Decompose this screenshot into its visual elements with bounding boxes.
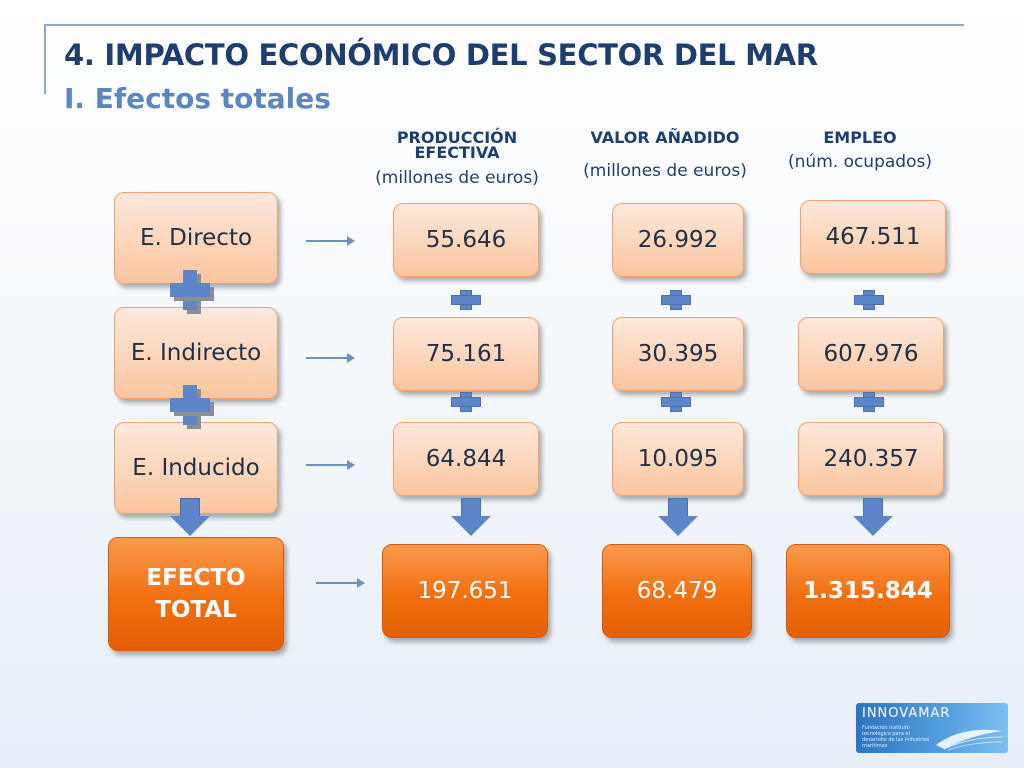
value-cell-directo-valor: 26.992 xyxy=(612,203,744,277)
plus-icon xyxy=(170,270,210,310)
page-title: 4. IMPACTO ECONÓMICO DEL SECTOR DEL MAR xyxy=(64,38,818,72)
arrow-right-icon xyxy=(316,578,365,588)
value-text: 240.357 xyxy=(823,446,919,472)
row-label-directo: E. Directo xyxy=(114,192,278,284)
arrow-right-icon xyxy=(306,236,355,246)
value-cell-total-valor: 68.479 xyxy=(602,544,752,638)
column-heading-produccion: PRODUCCIÓN EFECTIVA (millones de euros) xyxy=(355,130,559,187)
value-cell-inducido-empleo: 240.357 xyxy=(798,422,944,496)
value-cell-indirecto-empleo: 607.976 xyxy=(798,317,944,391)
value-cell-total-empleo: 1.315.844 xyxy=(786,544,950,638)
value-cell-inducido-produccion: 64.844 xyxy=(393,422,539,496)
header-side-rule xyxy=(44,24,46,94)
value-text: 26.992 xyxy=(637,227,719,253)
value-cell-directo-produccion: 55.646 xyxy=(393,203,539,277)
logo-subtext: Fundación instituto tecnológico para el … xyxy=(862,725,930,749)
value-text: 30.395 xyxy=(637,341,719,367)
value-text: 75.161 xyxy=(425,341,507,367)
header-rule xyxy=(44,24,964,26)
value-cell-directo-empleo: 467.511 xyxy=(800,200,946,274)
row-label-total-text: EFECTO TOTAL xyxy=(146,565,246,623)
value-text: 68.479 xyxy=(636,578,718,604)
arrow-down-icon xyxy=(658,498,698,538)
plus-icon xyxy=(451,392,481,412)
plus-icon xyxy=(170,385,210,425)
wave-icon xyxy=(936,729,1003,751)
value-text: 607.976 xyxy=(823,341,919,367)
column-heading-empleo: EMPLEO (núm. ocupados) xyxy=(770,130,950,171)
value-text: 1.315.844 xyxy=(803,578,933,604)
value-text: 197.651 xyxy=(417,578,513,604)
column-heading-unit: (millones de euros) xyxy=(375,168,539,188)
plus-icon xyxy=(661,392,691,412)
value-cell-indirecto-valor: 30.395 xyxy=(612,317,744,391)
value-text: 10.095 xyxy=(637,446,719,472)
innovamar-logo: INNOVAMAR Fundación instituto tecnológic… xyxy=(856,703,1008,753)
row-label-text: E. Directo xyxy=(139,225,253,251)
value-text: 55.646 xyxy=(425,227,507,253)
row-label-text: E. Inducido xyxy=(132,455,260,481)
arrow-right-icon xyxy=(306,460,355,470)
value-cell-indirecto-produccion: 75.161 xyxy=(393,317,539,391)
plus-icon xyxy=(854,290,884,310)
page-subtitle: I. Efectos totales xyxy=(64,82,331,115)
column-heading-unit: (núm. ocupados) xyxy=(788,152,932,172)
column-heading-title: PRODUCCIÓN EFECTIVA xyxy=(396,128,518,162)
value-cell-inducido-valor: 10.095 xyxy=(612,422,744,496)
column-heading-unit: (millones de euros) xyxy=(583,161,747,181)
arrow-down-icon xyxy=(853,498,893,538)
value-text: 467.511 xyxy=(825,224,921,250)
column-heading-valor-anadido: VALOR AÑADIDO (millones de euros) xyxy=(570,130,760,180)
plus-icon xyxy=(451,290,481,310)
arrow-down-icon xyxy=(451,498,491,538)
row-label-total: EFECTO TOTAL xyxy=(108,537,284,651)
arrow-right-icon xyxy=(306,353,355,363)
value-text: 64.844 xyxy=(425,446,507,472)
row-label-text: E. Indirecto xyxy=(130,340,262,366)
plus-icon xyxy=(661,290,691,310)
logo-text: INNOVAMAR xyxy=(862,706,951,721)
arrow-down-icon xyxy=(170,498,210,538)
column-heading-title: EMPLEO xyxy=(823,128,897,147)
value-cell-total-produccion: 197.651 xyxy=(382,544,548,638)
plus-icon xyxy=(854,392,884,412)
column-heading-title: VALOR AÑADIDO xyxy=(590,128,740,147)
